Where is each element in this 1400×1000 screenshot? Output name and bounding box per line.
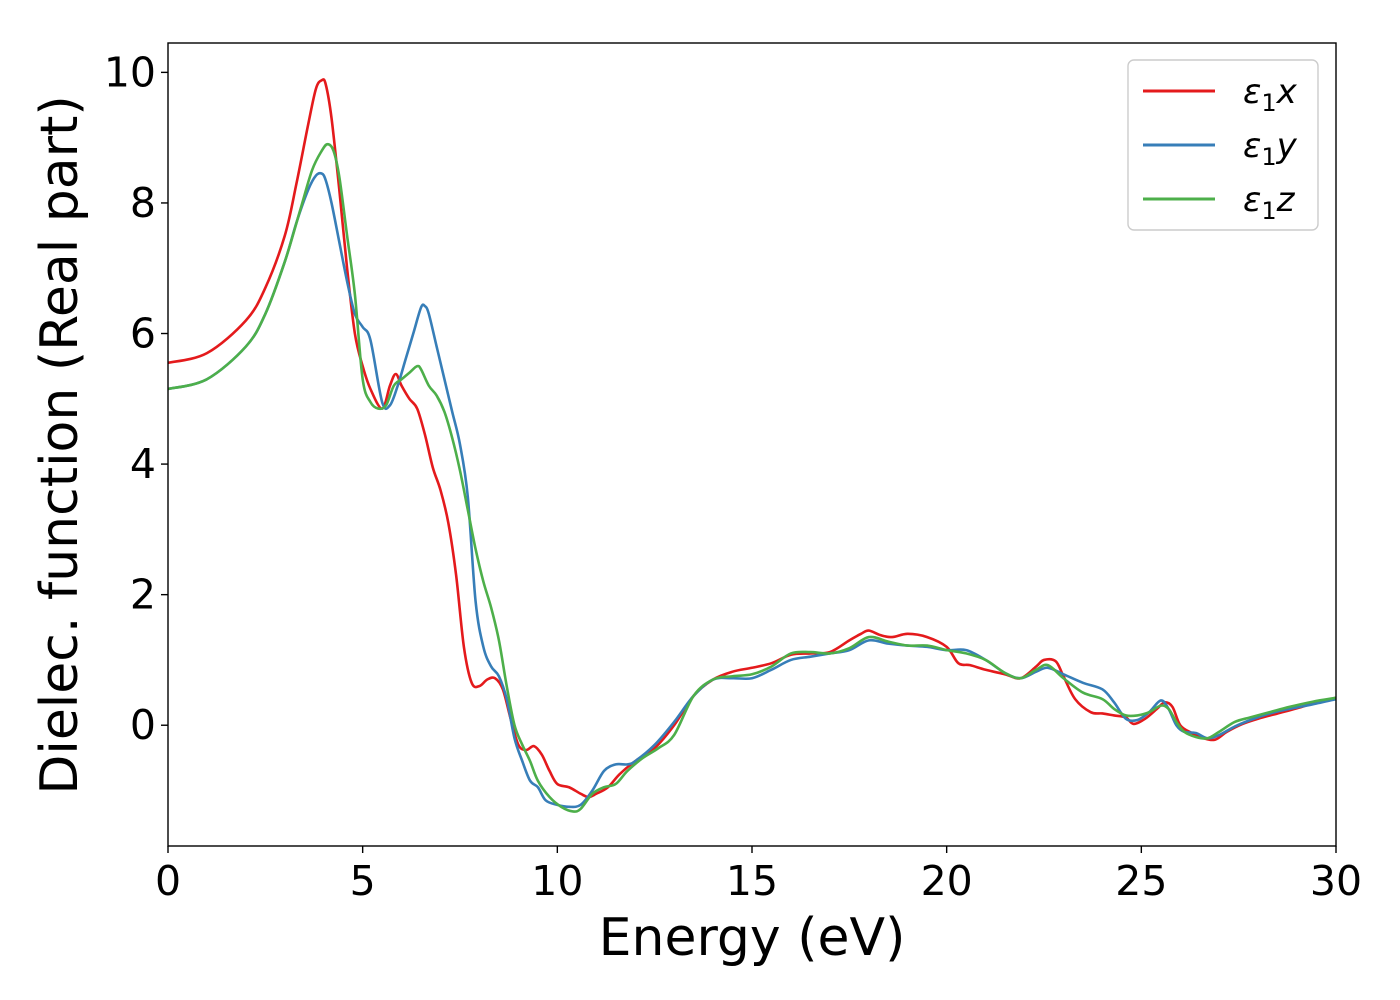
x-tick-label: 10: [531, 857, 583, 905]
y-tick-label: 0: [130, 701, 156, 749]
x-axis-title: Energy (eV): [599, 908, 906, 968]
series-line-y: [168, 171, 1336, 809]
y-tick-label: 10: [104, 48, 156, 96]
legend-label-y: ε1y: [1243, 126, 1298, 171]
y-tick-label: 2: [130, 571, 156, 619]
x-axis: 0 5 10 15 20 25 30: [155, 846, 1362, 905]
x-tick-label: 15: [726, 857, 778, 905]
x-tick-label: 0: [155, 857, 181, 905]
series-layer: [168, 78, 1336, 813]
legend-box: [1127, 59, 1319, 231]
legend: ε1x ε1y ε1z: [1127, 59, 1319, 231]
x-tick-label: 5: [350, 857, 376, 905]
legend-label-x: ε1x: [1243, 72, 1298, 117]
y-tick-label: 4: [130, 440, 156, 488]
y-axis: 0 2 4 6 8 10: [104, 48, 168, 749]
y-tick-label: 6: [130, 310, 156, 358]
x-tick-label: 25: [1115, 857, 1167, 905]
legend-label-z: ε1z: [1243, 180, 1296, 225]
series-line-z: [168, 142, 1336, 813]
x-tick-label: 20: [921, 857, 973, 905]
x-tick-label: 30: [1310, 857, 1362, 905]
y-axis-title: Dielec. function (Real part): [30, 95, 90, 794]
y-tick-label: 8: [130, 179, 156, 227]
